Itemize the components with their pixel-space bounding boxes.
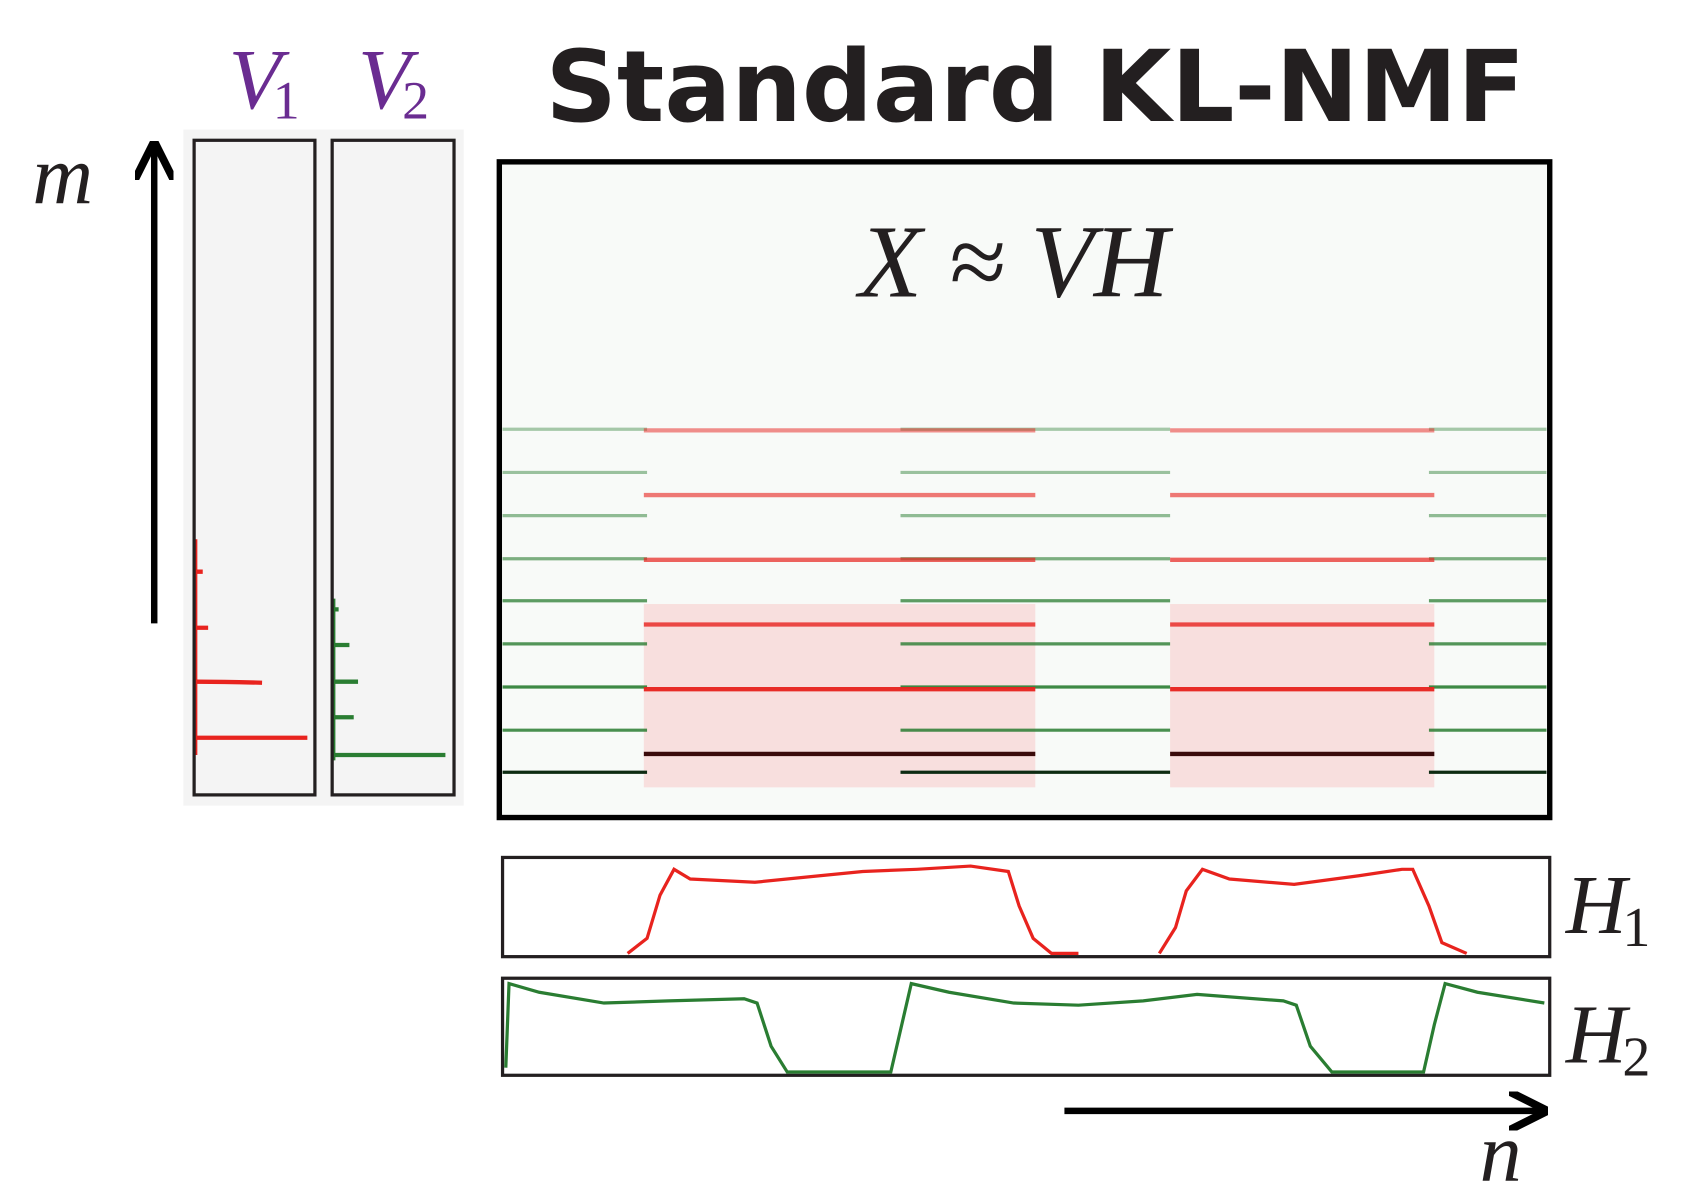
- template-spikes: [195, 539, 446, 761]
- symbol: V: [358, 31, 419, 127]
- activation-box: [500, 855, 1552, 959]
- symbol: V: [229, 31, 290, 127]
- symbol: H: [1565, 988, 1631, 1081]
- subscript: 1: [273, 71, 300, 131]
- subscript: 2: [402, 71, 429, 131]
- activation-box: [500, 976, 1552, 1077]
- activation-label: H1: [1565, 859, 1650, 959]
- subscript: 2: [1622, 1026, 1650, 1088]
- activation-curve: [626, 864, 1468, 956]
- axis-label: n: [1480, 1107, 1522, 1194]
- axis-label: m: [32, 129, 93, 222]
- symbol: H: [1565, 859, 1631, 952]
- template-label: V1: [229, 31, 300, 131]
- subscript: 1: [1622, 897, 1650, 959]
- equation: X ≈ VH: [855, 206, 1174, 320]
- template-label: V2: [358, 31, 429, 131]
- panel-bg: [183, 129, 464, 806]
- title: Standard KL-NMF: [545, 30, 1525, 145]
- activation-label: H2: [1565, 988, 1650, 1088]
- spectrogram-frame: [496, 159, 1553, 821]
- stripe-haze: [1170, 604, 1435, 788]
- spectrogram: [502, 427, 1547, 788]
- template-box: [330, 138, 456, 797]
- template-box: [192, 138, 317, 797]
- activation-curve: [504, 981, 1545, 1074]
- stripe-haze: [643, 604, 1036, 788]
